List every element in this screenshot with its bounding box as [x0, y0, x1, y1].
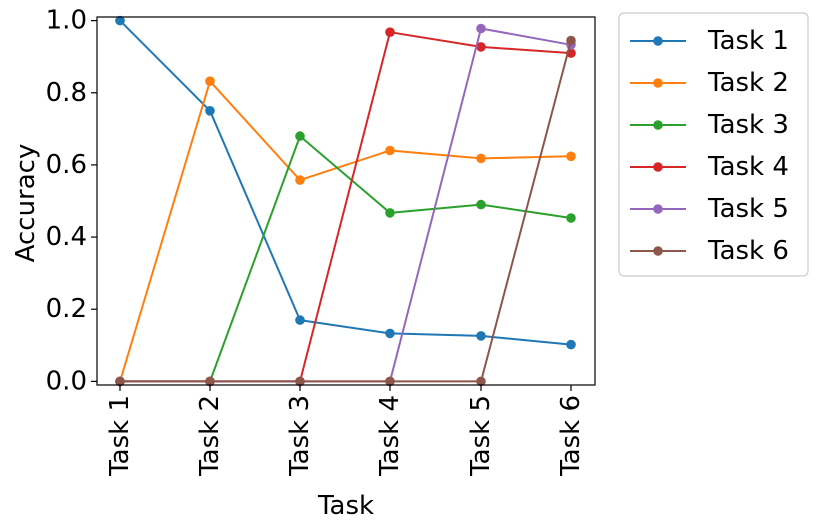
- legend-item: Task 4: [630, 152, 789, 182]
- x-tick-label: Task 6: [556, 395, 586, 477]
- legend-marker: [653, 36, 663, 46]
- x-tick-label: Task 1: [105, 395, 135, 477]
- data-point: [476, 199, 486, 210]
- y-tick-label: 0.4: [46, 222, 87, 252]
- series-line: [119, 19, 572, 346]
- data-point: [205, 376, 215, 387]
- data-point: [115, 376, 125, 387]
- y-tick-label: 0.6: [46, 150, 87, 180]
- series-1: [115, 15, 576, 350]
- y-tick-label: 0.8: [46, 78, 87, 108]
- series-line: [120, 40, 572, 383]
- data-point: [476, 153, 486, 164]
- data-point: [295, 315, 305, 325]
- legend-label: Task 6: [707, 236, 789, 266]
- data-point: [476, 376, 486, 387]
- data-point: [566, 339, 576, 350]
- x-axis-label: Task: [317, 491, 374, 521]
- y-tick-label: 0.2: [46, 294, 87, 324]
- data-point: [566, 213, 576, 223]
- data-point: [205, 106, 215, 116]
- legend-label: Task 5: [707, 194, 789, 224]
- data-point: [295, 131, 305, 141]
- legend-marker: [653, 120, 663, 130]
- plot-area-frame: [96, 16, 596, 386]
- x-tick-label: Task 4: [375, 395, 405, 477]
- data-point: [566, 151, 576, 162]
- y-axis-label: Accuracy: [11, 144, 41, 263]
- data-point: [115, 15, 125, 26]
- legend-item: Task 2: [630, 68, 789, 98]
- data-point: [385, 208, 395, 218]
- legend-items: Task 1 Task 2 Task 3 Task 4 Task 5 Task 6: [630, 26, 789, 266]
- legend-item: Task 3: [630, 110, 789, 140]
- y-tick-label: 0.0: [46, 366, 87, 396]
- series-line: [119, 80, 572, 382]
- legend-frame: [618, 12, 809, 277]
- series-6: [115, 35, 576, 387]
- legend-marker: [653, 162, 663, 172]
- data-point: [205, 76, 215, 86]
- legend-item: Task 1: [630, 26, 789, 56]
- data-point: [566, 35, 576, 46]
- series-line: [120, 31, 572, 383]
- chart-marks: [115, 15, 576, 387]
- legend-item: Task 5: [630, 194, 789, 224]
- x-axis-ticks: Task 1 Task 2 Task 3 Task 4 Task 5 Task 6: [105, 385, 586, 477]
- y-axis-ticks: 0.0 0.2 0.4 0.6 0.8 1.0: [46, 6, 97, 396]
- data-point: [476, 331, 486, 341]
- legend-label: Task 2: [707, 68, 789, 98]
- data-point: [295, 175, 305, 185]
- data-point: [385, 376, 395, 387]
- legend-label: Task 1: [707, 26, 789, 56]
- x-tick-label: Task 5: [466, 395, 496, 477]
- x-tick-label: Task 3: [285, 395, 315, 477]
- legend-marker: [653, 204, 663, 214]
- series-4: [115, 27, 576, 387]
- data-point: [385, 328, 395, 339]
- series-line: [120, 135, 572, 383]
- legend-item: Task 6: [630, 236, 789, 266]
- x-tick-label: Task 2: [195, 395, 225, 477]
- legend-marker: [653, 78, 663, 88]
- legend-label: Task 3: [707, 110, 789, 140]
- y-tick-label: 1.0: [46, 6, 87, 36]
- data-point: [476, 23, 486, 34]
- legend-label: Task 4: [707, 152, 789, 182]
- data-point: [385, 27, 395, 37]
- data-point: [385, 145, 395, 156]
- data-point: [476, 42, 486, 52]
- data-point: [295, 376, 305, 387]
- legend: Task 1 Task 2 Task 3 Task 4 Task 5 Task 6: [618, 12, 809, 277]
- series-2: [115, 76, 576, 387]
- legend-marker: [653, 246, 663, 256]
